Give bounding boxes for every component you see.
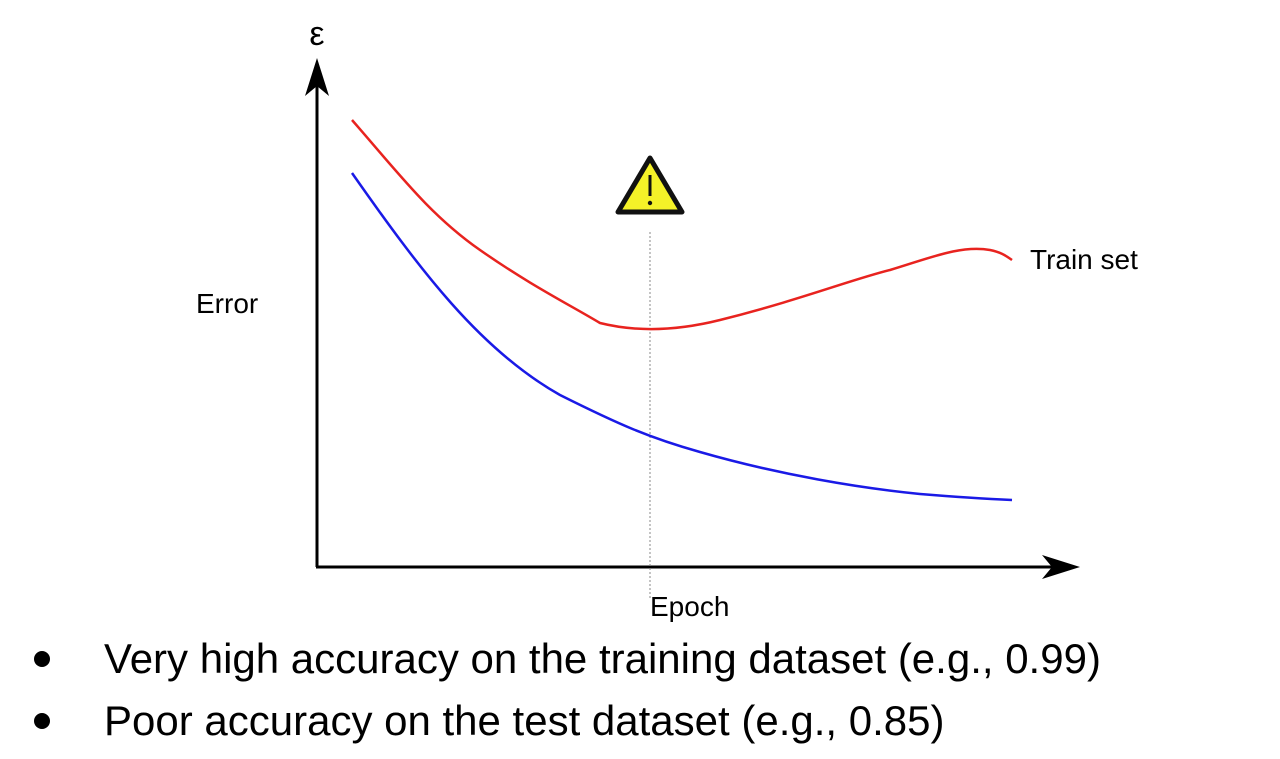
y-axis-label: Error [196, 288, 258, 319]
bullet-dot [34, 713, 50, 729]
bullet-dot [34, 651, 50, 667]
x-axis-arrowhead [1042, 555, 1080, 579]
bullet-list: Very high accuracy on the training datas… [0, 628, 1280, 752]
y-axis-arrowhead [305, 58, 329, 96]
test-curve [350, 172, 1013, 502]
bullet-text: Very high accuracy on the training datas… [104, 635, 1101, 682]
bullet-text: Poor accuracy on the test dataset (e.g.,… [104, 697, 945, 744]
y-axis-symbol: ε [309, 15, 324, 53]
x-axis-label: Epoch [650, 591, 729, 622]
series-label: Train set [1030, 244, 1138, 275]
warning-triangle-icon [615, 155, 685, 215]
bullet-item: Poor accuracy on the test dataset (e.g.,… [0, 690, 1280, 752]
bullet-item: Very high accuracy on the training datas… [0, 628, 1280, 690]
train-set-curve [351, 119, 1013, 331]
